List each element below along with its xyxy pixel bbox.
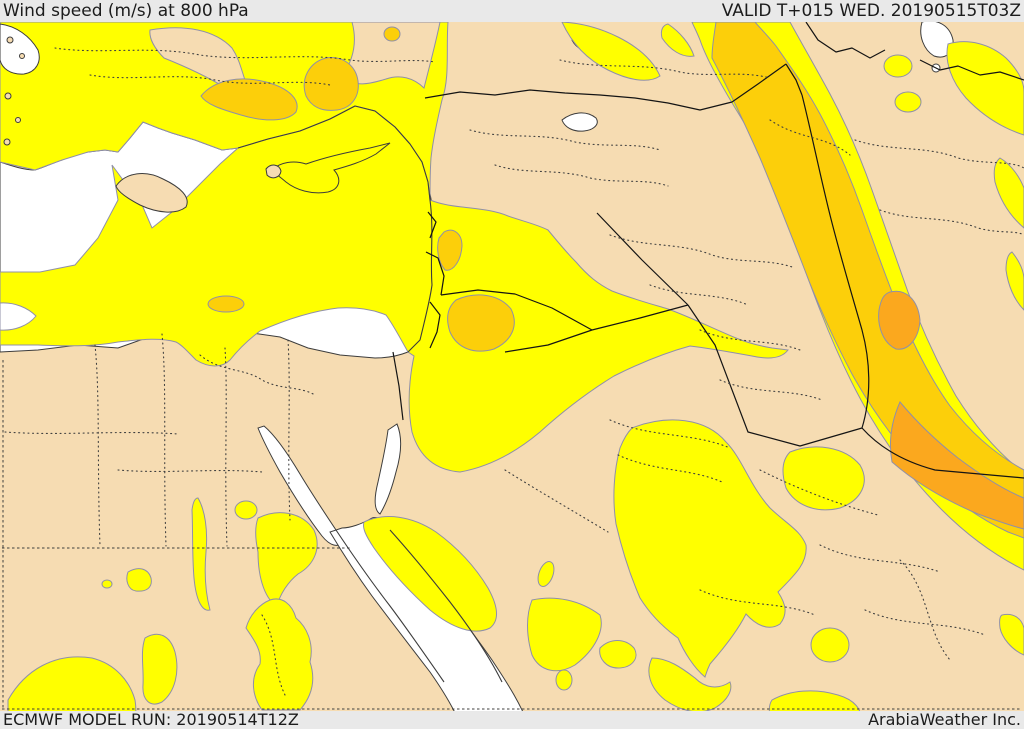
aegean-pocket [0,23,40,75]
wind-band-3-zagros-blob [878,290,921,350]
wind-band-1-saudi-triangle [527,597,602,672]
border-egypt-israel [392,351,404,421]
wind-band-2-turkey-mid [303,57,359,111]
wind-band-1-small-blob [101,579,113,589]
validity-text: VALID T+015 WED. 20190515T03Z [721,0,1021,21]
wind-band-1-egypt-banana [126,568,152,592]
wind-band-2-iran-band [711,22,1024,539]
border-iran-azerbaijan [919,59,1024,81]
wind-band-2-small-blob [383,26,401,42]
wind-band-2-turkey-west [200,78,298,121]
wind-band-1-saudi-east [782,446,865,511]
lake-assad [561,112,598,132]
model-run-text: ECMWF MODEL RUN: 20190514T12Z [3,710,299,729]
wind-band-3-se-corner [889,401,1024,530]
wind-band-1-egypt-sw [7,656,137,711]
wind-band-1-saudi-main [613,419,807,678]
wind-band-3-regions [878,290,1024,530]
wind-band-1-ne-corner [946,41,1024,136]
wind-band-1-saudi-hook [648,657,732,711]
wind-band-1-small-blob [883,54,913,78]
red-sea-east-shore [389,529,503,683]
island-speck [4,92,12,100]
wind-band-1-right-edge [1005,251,1024,311]
wind-band-1-nile-strip [191,497,211,611]
cyprus-island [271,142,391,194]
wind-band-1-red-sea-crossing [363,516,497,632]
coastlines [237,105,503,683]
wind-band-1-sudan-lower [245,598,314,711]
wind-band-1-right-edge [993,157,1024,229]
border-iraq-saudi [687,304,863,447]
border-turkey-syria-iraq [424,63,787,111]
footer-bar: ECMWF MODEL RUN: 20190514T12Z ArabiaWeat… [0,711,1024,729]
wind-band-1-bottom-strip [768,690,861,711]
wind-band-1-small-blob [894,91,922,113]
country-borders [392,22,1024,479]
mediterranean-notch [0,302,37,331]
island-speck [3,138,11,146]
admin-boundaries [2,47,1024,710]
wind-band-1-small-blob [660,23,695,57]
rhodes-island [115,173,188,213]
wind-band-1-right-edge [999,613,1024,656]
sea-pockets-and-islands [0,23,188,331]
wind-band-1-small-blob [234,500,258,520]
wind-band-1-levant-mediterranean [0,105,789,473]
cyprus-west-tip [265,164,282,179]
wind-band-1-sudan-upper [255,512,318,607]
header-bar: Wind speed (m/s) at 800 hPa VALID T+015 … [0,0,1024,22]
map-title: Wind speed (m/s) at 800 hPa [3,0,249,21]
wind-band-2-sea-blob [207,295,245,313]
credit-text: ArabiaWeather Inc. [868,710,1021,729]
border-ne-turkey [805,22,886,59]
wind-band-2-jordan [447,294,515,352]
gulf-of-suez [257,425,345,546]
wind-band-1-small-blob [810,627,850,663]
wind-band-1-small-blob [537,561,555,587]
turkey-levant-coastline [237,105,433,353]
gulf-of-aqaba [374,423,402,515]
wind-band-1-small-blob [599,640,637,669]
island-speck [15,117,21,123]
border-iran-iraq [801,94,1024,479]
wind-band-1-egypt-banana [141,633,178,705]
wind-band-2-damascus-small [437,229,463,271]
red-sea-west-shore [335,529,445,683]
cyprus [265,142,391,194]
border-syria-iraq [596,212,689,306]
island-speck [19,53,25,59]
wind-band-1-small-blob [555,669,573,691]
island-speck [6,36,14,44]
border-israel-lebanon-zigzag [425,211,445,349]
wind-band-2-regions [200,22,1024,539]
wind-band-1-ne-turkey [561,22,661,81]
border-syria-jordan [440,289,593,331]
border-turkey-iran [785,63,803,96]
